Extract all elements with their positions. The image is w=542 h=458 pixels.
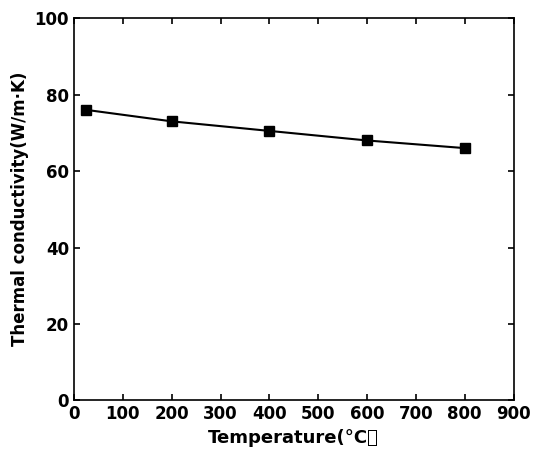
Y-axis label: Thermal conductivity(W/m·K): Thermal conductivity(W/m·K) [11, 72, 29, 347]
X-axis label: Temperature(°C）: Temperature(°C） [208, 429, 379, 447]
